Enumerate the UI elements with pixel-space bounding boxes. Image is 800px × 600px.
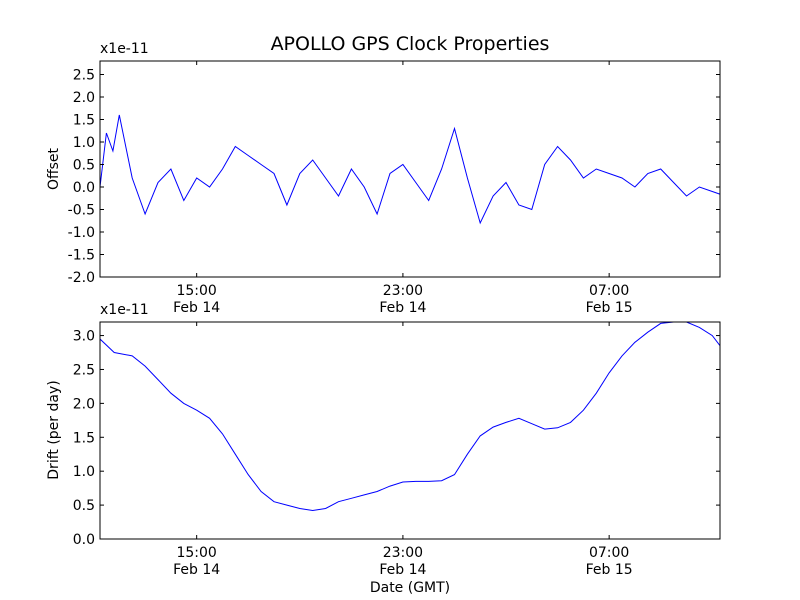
y-tick-label: 1.0: [73, 135, 95, 151]
y-multiplier-label: x1e-11: [100, 302, 149, 318]
x-tick-label-time: 07:00: [589, 283, 629, 299]
y-tick-label: 2.5: [73, 362, 95, 378]
x-tick-label-date: Feb 14: [173, 562, 220, 578]
y-axis-label: Offset: [46, 147, 62, 190]
y-tick-label: 2.0: [73, 90, 95, 106]
y-axis-label: Drift (per day): [46, 380, 62, 479]
x-tick-label-date: Feb 15: [586, 300, 633, 316]
y-tick-label: 0.5: [73, 158, 95, 174]
y-tick-label: 2.5: [73, 68, 95, 84]
y-tick-label: -2.0: [68, 270, 95, 286]
x-tick-label-time: 15:00: [176, 545, 216, 561]
y-tick-label: -1.5: [68, 248, 95, 264]
x-tick-label-date: Feb 14: [173, 300, 220, 316]
x-tick-label-time: 15:00: [176, 283, 216, 299]
x-tick-label-time: 23:00: [383, 283, 423, 299]
axes-frame: [99, 60, 721, 278]
y-tick-label: -0.5: [68, 203, 95, 219]
offset-series-line: [100, 114, 720, 225]
x-tick-label-time: 07:00: [589, 545, 629, 561]
offset-axes: -2.0-1.5-1.0-0.50.00.51.01.52.02.515:00F…: [46, 41, 721, 316]
x-tick-label-time: 23:00: [383, 545, 423, 561]
y-tick-label: 0.5: [73, 498, 95, 514]
y-tick-label: 3.0: [73, 329, 95, 345]
y-multiplier-label: x1e-11: [100, 41, 149, 57]
y-tick-label: 0.0: [73, 180, 95, 196]
drift-series-line: [100, 322, 720, 512]
y-tick-label: 0.0: [73, 532, 95, 548]
y-tick-label: 1.0: [73, 464, 95, 480]
axes-frame: [99, 321, 721, 540]
x-tick-label-date: Feb 14: [379, 300, 426, 316]
chart-title: APOLLO GPS Clock Properties: [271, 33, 550, 55]
y-tick-label: 1.5: [73, 113, 95, 129]
x-tick-label-date: Feb 15: [586, 562, 633, 578]
x-axis-label: Date (GMT): [370, 580, 450, 596]
x-tick-label-date: Feb 14: [379, 562, 426, 578]
y-tick-label: -1.0: [68, 225, 95, 241]
y-tick-label: 2.0: [73, 396, 95, 412]
y-tick-label: 1.5: [73, 430, 95, 446]
